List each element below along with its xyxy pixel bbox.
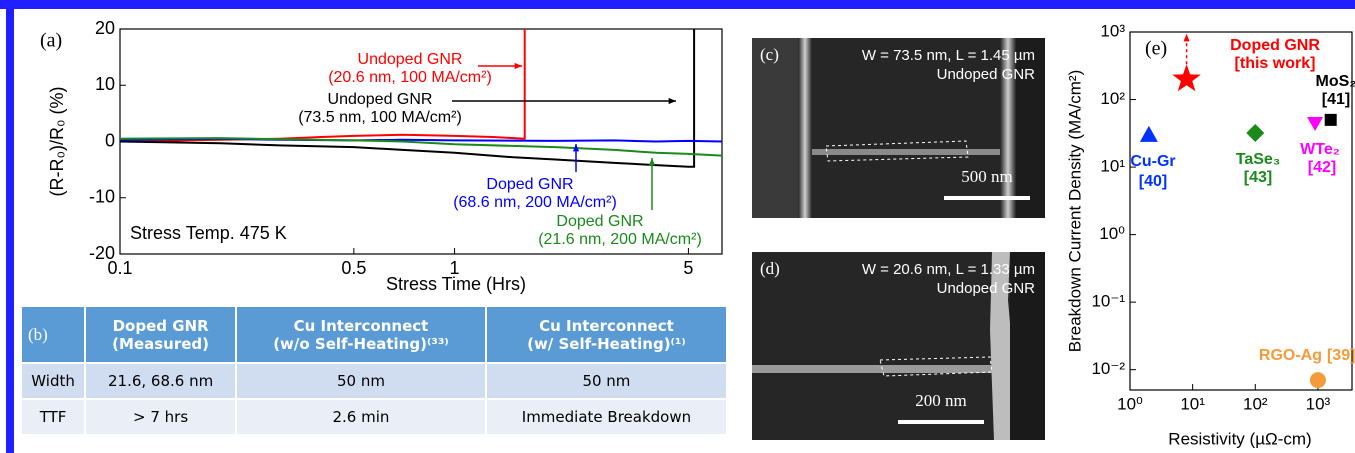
frame-top <box>0 0 1355 9</box>
x-tick-label: 10⁰ <box>1117 394 1143 413</box>
x-axis-label: Resistivity (µΩ-cm) <box>1168 429 1311 448</box>
series-detail: (20.6 nm, 100 MA/cm²) <box>328 69 492 86</box>
scale-bar-label: 200 nm <box>915 391 966 410</box>
point-name: RGO-Ag <box>1259 347 1322 364</box>
point-name: WTe₂ <box>1300 141 1340 158</box>
panel-label: (a) <box>40 30 62 52</box>
point-ref: [this work] <box>1235 55 1316 72</box>
series-detail: (73.5 nm, 100 MA/cm²) <box>298 109 462 126</box>
page: (c)W = 73.5 nm, L = 1.45 µmUndoped GNR50… <box>0 0 1355 453</box>
data-point <box>1325 114 1337 126</box>
series-name: Doped GNR <box>486 176 573 193</box>
annotation: Stress Temp. 475 K <box>130 223 287 243</box>
header-cell: Cu Interconnect(w/o Self-Heating)⁽³³⁾ <box>236 306 486 363</box>
panel-caption: W = 20.6 nm, L = 1.33 µm <box>862 261 1035 278</box>
series-name: Undoped GNR <box>358 51 463 68</box>
point-ref: [43] <box>1244 169 1272 186</box>
panel-sample: Undoped GNR <box>937 66 1036 83</box>
series-detail: (21.6 nm, 200 MA/cm²) <box>538 231 702 248</box>
data-point <box>1310 372 1326 388</box>
comparison-table: (b) Doped GNR(Measured) Cu Interconnect(… <box>20 305 728 436</box>
header-line: Cu Interconnect <box>237 317 485 335</box>
point-ref: [39] <box>1327 347 1355 364</box>
header-line: (w/ Self-Heating)⁽¹⁾ <box>487 335 726 353</box>
table-label: (b) <box>21 306 85 363</box>
cell: 2.6 min <box>236 399 486 435</box>
y-tick-label: 10¹ <box>1100 157 1125 176</box>
arrow-head <box>1183 34 1189 41</box>
data-point <box>1246 124 1264 142</box>
cell: Immediate Breakdown <box>486 399 727 435</box>
header-line: Cu Interconnect <box>487 317 726 335</box>
cell: TTF <box>21 399 85 435</box>
data-point <box>1307 117 1323 131</box>
panel-label: (e) <box>1145 38 1167 60</box>
y-tick-label: 10 <box>95 74 115 94</box>
series-name: Undoped GNR <box>328 91 433 108</box>
panel-label: (c) <box>760 45 779 64</box>
cell: 21.6, 68.6 nm <box>85 363 236 399</box>
header-line: (w/o Self-Heating)⁽³³⁾ <box>237 335 485 353</box>
series-name: Doped GNR <box>556 213 643 230</box>
cell: 50 nm <box>486 363 727 399</box>
point-name: Doped GNR <box>1230 37 1320 54</box>
x-tick-label: 10³ <box>1306 394 1331 413</box>
data-point <box>1172 64 1201 91</box>
y-tick-label: 10² <box>1100 89 1125 108</box>
cell: 50 nm <box>236 363 486 399</box>
y-tick-label: 10⁻¹ <box>1091 292 1125 311</box>
y-tick-label: 0 <box>105 130 115 150</box>
panel-sample: Undoped GNR <box>937 280 1036 297</box>
scale-bar-label: 500 nm <box>961 167 1012 186</box>
y-axis-label: Breakdown Current Density (MA/cm²) <box>1065 70 1084 352</box>
arrow-head <box>669 98 676 104</box>
panel-caption: W = 73.5 nm, L = 1.45 µm <box>862 47 1035 64</box>
x-tick-label: 10¹ <box>1180 394 1205 413</box>
header-line: Doped GNR <box>86 317 235 335</box>
y-tick-label: 10³ <box>1100 21 1125 40</box>
point-ref: [40] <box>1139 173 1167 190</box>
x-tick-label: 0.5 <box>341 258 366 278</box>
point-name: MoS₂ <box>1316 73 1355 90</box>
x-tick-label: 5 <box>683 258 693 278</box>
x-tick-label: 0.1 <box>107 258 132 278</box>
point-name: Cu-Gr <box>1130 153 1175 170</box>
y-tick-label: 10⁻² <box>1091 359 1125 378</box>
y-tick-label: -10 <box>89 187 115 207</box>
x-axis-label: Stress Time (Hrs) <box>386 274 526 294</box>
header-line: (Measured) <box>86 335 235 353</box>
series-detail: (68.6 nm, 200 MA/cm²) <box>453 194 617 211</box>
y-tick-label: 10⁰ <box>1099 224 1125 243</box>
panel-label: (d) <box>760 259 780 278</box>
cell: > 7 hrs <box>85 399 236 435</box>
x-tick-label: 10² <box>1243 394 1268 413</box>
arrow-head <box>649 158 655 165</box>
y-axis-label: (R-R₀)/R₀ (%) <box>47 87 67 197</box>
point-name: TaSe₃ <box>1236 151 1280 168</box>
cell: Width <box>21 363 85 399</box>
point-ref: [41] <box>1322 91 1350 108</box>
y-tick-label: 20 <box>95 18 115 38</box>
point-ref: [42] <box>1308 159 1336 176</box>
header-cell: Cu Interconnect(w/ Self-Heating)⁽¹⁾ <box>486 306 727 363</box>
data-point <box>1140 126 1158 142</box>
frame-left <box>6 0 14 453</box>
header-cell: Doped GNR(Measured) <box>85 306 236 363</box>
arrow-head <box>515 63 522 69</box>
